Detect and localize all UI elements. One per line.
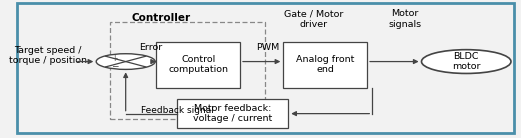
Text: PWM: PWM (256, 43, 280, 52)
Text: Control
computation: Control computation (168, 55, 228, 74)
FancyBboxPatch shape (283, 42, 367, 88)
Text: Motor feedback:
voltage / current: Motor feedback: voltage / current (193, 104, 272, 123)
Text: +: + (111, 54, 118, 63)
FancyBboxPatch shape (177, 99, 288, 128)
FancyBboxPatch shape (156, 42, 240, 88)
Text: Motor
signals: Motor signals (389, 9, 422, 29)
Text: Target speed /
torque / position: Target speed / torque / position (9, 46, 87, 65)
Text: Feedback signal: Feedback signal (141, 106, 214, 115)
Text: −: − (111, 61, 118, 70)
Text: BLDC
motor: BLDC motor (452, 52, 480, 71)
Text: Gate / Motor
driver: Gate / Motor driver (284, 9, 343, 29)
Ellipse shape (421, 50, 511, 73)
Text: Error: Error (140, 43, 163, 52)
Text: Analog front
end: Analog front end (296, 55, 355, 74)
Circle shape (96, 54, 155, 69)
Text: Controller: Controller (132, 13, 191, 23)
